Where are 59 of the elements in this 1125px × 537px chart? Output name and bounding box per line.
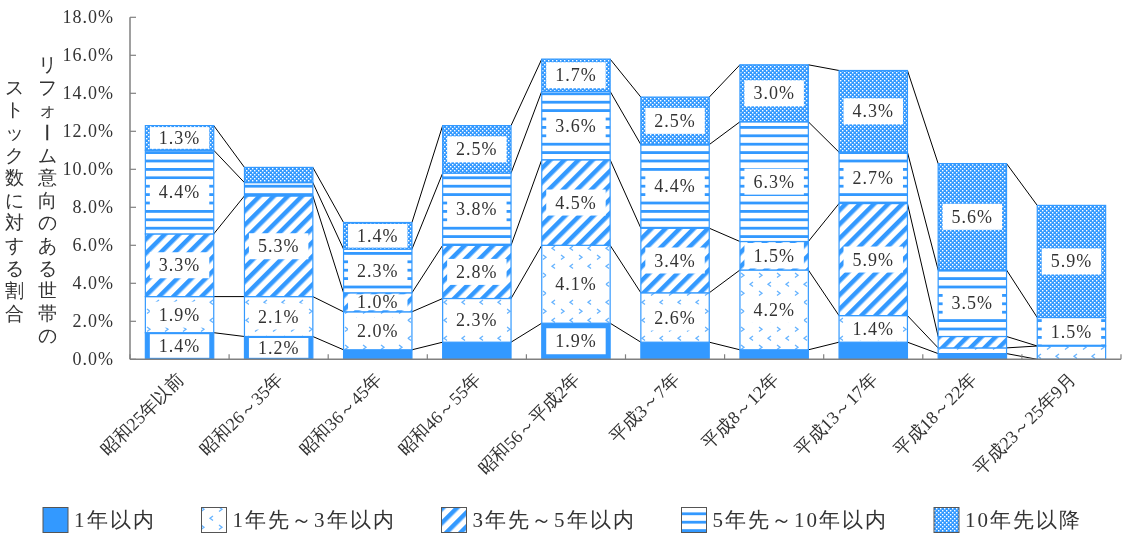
data-label: 5.6% bbox=[951, 206, 994, 227]
data-label: 4.5% bbox=[555, 192, 597, 213]
y-tick-label: 2.0% bbox=[72, 311, 114, 332]
x-tick-label: 昭和25年以前 bbox=[96, 369, 188, 460]
data-label: 4.4% bbox=[158, 182, 201, 203]
data-label: 1.5% bbox=[1050, 321, 1093, 342]
y-tick-label: 18.0% bbox=[62, 7, 114, 28]
x-tick-label: 平成3～7年 bbox=[605, 369, 683, 447]
data-label: 2.6% bbox=[654, 307, 696, 328]
data-label: 5.9% bbox=[852, 249, 894, 270]
data-label: 3.0% bbox=[753, 83, 795, 104]
data-label: 4.3% bbox=[852, 101, 894, 122]
data-label: 4.4% bbox=[654, 176, 696, 197]
data-label: 2.3% bbox=[456, 310, 498, 331]
x-tick-label: 昭和26～35年 bbox=[196, 369, 287, 460]
data-label: 3.3% bbox=[158, 255, 201, 276]
data-label: 2.5% bbox=[654, 110, 696, 131]
data-label: 4.2% bbox=[753, 299, 795, 320]
x-tick-label: 平成8～12年 bbox=[697, 369, 783, 454]
y-tick-label: 8.0% bbox=[72, 197, 114, 218]
y-tick-label: 4.0% bbox=[72, 273, 114, 294]
data-label: 5.9% bbox=[1050, 251, 1093, 272]
data-label: 5.3% bbox=[257, 236, 300, 257]
y-tick-label: 10.0% bbox=[62, 159, 114, 180]
data-label: 3.8% bbox=[456, 199, 498, 220]
data-label: 3.4% bbox=[654, 250, 696, 271]
data-label: 2.5% bbox=[456, 139, 498, 160]
legend-label: 1年先～3年以内 bbox=[232, 508, 396, 532]
y-tick-label: 0.0% bbox=[72, 349, 114, 370]
y-tick-label: 16.0% bbox=[62, 45, 114, 66]
y-tick-label: 12.0% bbox=[62, 121, 114, 142]
data-label: 1.9% bbox=[158, 304, 201, 325]
y-tick-label: 14.0% bbox=[62, 83, 114, 104]
data-label: 1.4% bbox=[852, 318, 894, 339]
legend-label: 10年先以降 bbox=[965, 508, 1082, 532]
data-label: 2.1% bbox=[257, 306, 300, 327]
data-label: 1.4% bbox=[357, 225, 399, 246]
x-tick-label: 昭和36～45年 bbox=[295, 369, 386, 460]
data-label: 1.0% bbox=[357, 292, 399, 313]
legend-label: 5年先～10年以内 bbox=[712, 508, 888, 532]
data-label: 2.7% bbox=[852, 167, 894, 188]
data-label: 2.0% bbox=[357, 320, 399, 341]
data-label: 3.6% bbox=[555, 115, 597, 136]
data-label: 1.3% bbox=[158, 127, 201, 148]
data-label: 1.2% bbox=[257, 337, 300, 358]
data-label: 1.9% bbox=[555, 331, 597, 352]
data-label: 2.8% bbox=[456, 261, 498, 282]
y-tick-label: 6.0% bbox=[72, 235, 114, 256]
legend-label: 1年以内 bbox=[74, 508, 156, 532]
legend-label: 3年先～5年以内 bbox=[472, 508, 636, 532]
data-label: 1.5% bbox=[753, 245, 795, 266]
data-label: 1.4% bbox=[158, 336, 201, 356]
data-label: 6.3% bbox=[753, 171, 795, 192]
data-label: 4.1% bbox=[555, 274, 597, 295]
data-label: 1.7% bbox=[555, 65, 597, 86]
data-label: 3.5% bbox=[951, 293, 994, 314]
text: リフォーム意向のある世帯のストック数に対する割合 bbox=[5, 54, 58, 347]
data-label: 2.3% bbox=[357, 260, 399, 281]
x-tick-label: 平成13～17年 bbox=[790, 369, 882, 460]
